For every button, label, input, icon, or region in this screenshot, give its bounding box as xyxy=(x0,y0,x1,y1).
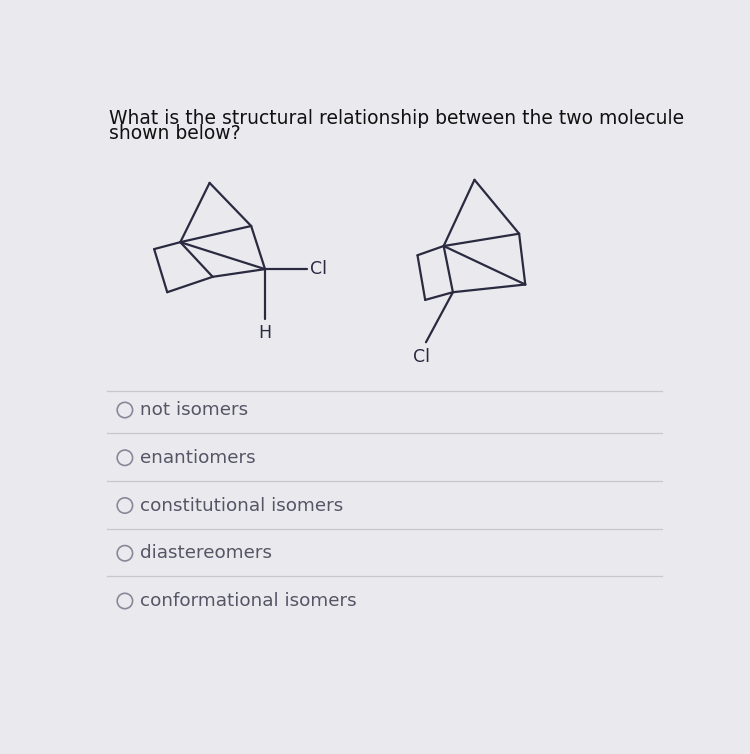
Text: enantiomers: enantiomers xyxy=(140,449,256,467)
Text: constitutional isomers: constitutional isomers xyxy=(140,497,344,514)
Text: shown below?: shown below? xyxy=(110,124,241,143)
Text: What is the structural relationship between the two molecule: What is the structural relationship betw… xyxy=(110,109,685,128)
Text: H: H xyxy=(259,323,272,342)
Text: diastereomers: diastereomers xyxy=(140,544,272,562)
Text: Cl: Cl xyxy=(310,260,328,278)
Text: Cl: Cl xyxy=(413,348,430,366)
Text: not isomers: not isomers xyxy=(140,401,248,419)
Text: conformational isomers: conformational isomers xyxy=(140,592,357,610)
